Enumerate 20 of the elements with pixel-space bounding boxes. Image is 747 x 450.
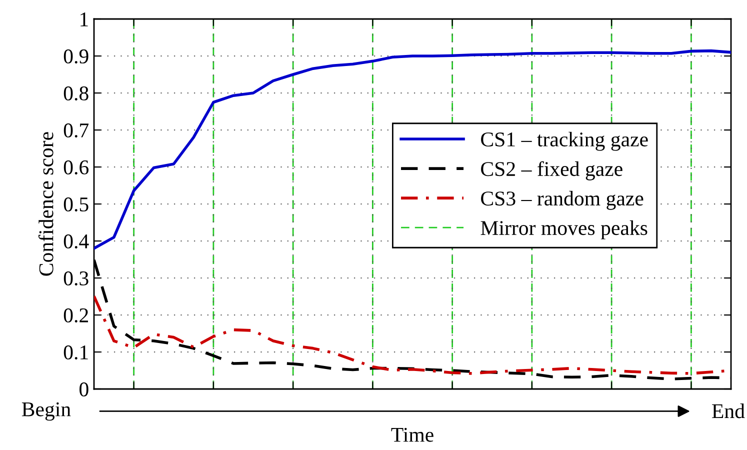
annotation: Mirror moves peaks	[480, 220, 648, 240]
y-axis-title: Confidence score	[38, 132, 54, 276]
y-tick-label: 0	[80, 382, 88, 396]
y-tick-label: 0.9	[64, 49, 88, 64]
y-tick-label: 0.7	[64, 123, 89, 138]
y-tick-label: 0.6	[64, 160, 89, 175]
legend-label: CS3 – random gaze	[481, 190, 644, 210]
y-tick-label: 0.4	[64, 234, 89, 249]
y-tick-label: 0.8	[64, 86, 88, 101]
text: End	[712, 404, 745, 418]
y-tick-label: 1	[80, 12, 88, 26]
y-tick-label: 0.1	[64, 345, 88, 360]
y-tick-label: 0.3	[64, 271, 88, 286]
x-axis-title: Time	[391, 428, 434, 442]
y-tick-label: 0.2	[64, 308, 88, 323]
text: Begin	[22, 402, 71, 421]
y-tick-label: 0.5	[64, 197, 88, 212]
legend-label: CS2 – fixed gaze	[481, 161, 622, 180]
line-series	[94, 49, 731, 250]
legend-label: CS1 – tracking gaze	[481, 132, 648, 151]
